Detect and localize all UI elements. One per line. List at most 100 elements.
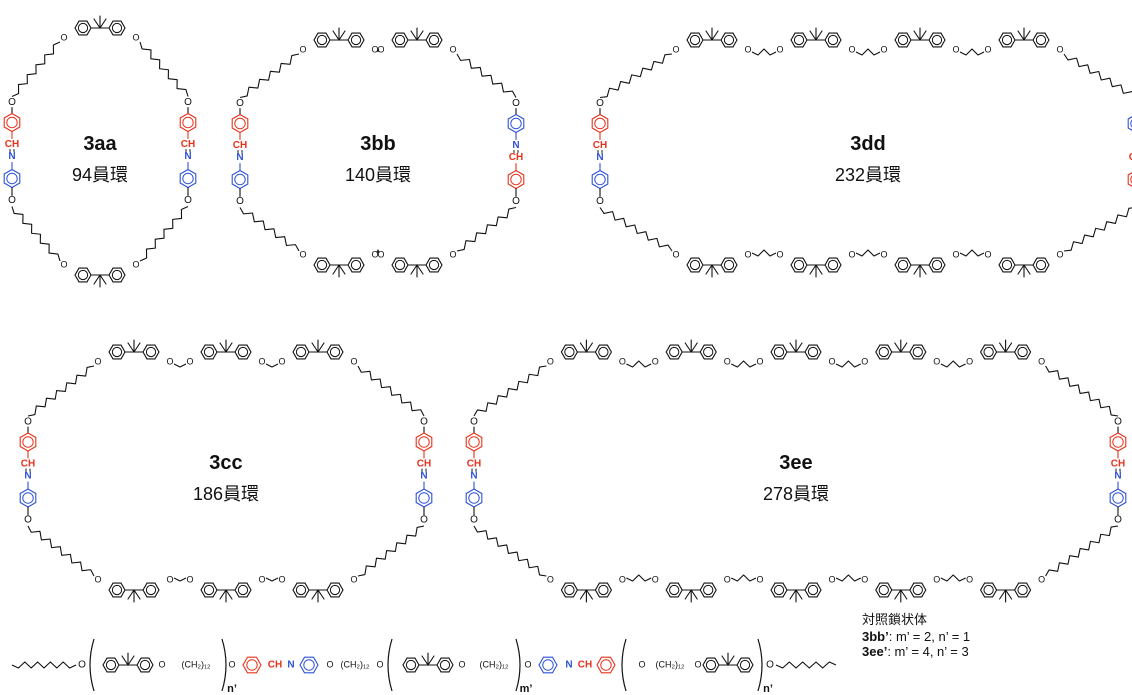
oxygen-atom: O	[166, 574, 173, 584]
benzene-ring	[538, 656, 558, 674]
benzene-ring	[402, 657, 420, 673]
oxygen-atom: O	[458, 659, 465, 669]
oxygen-atom: O	[350, 356, 357, 366]
benzene-ring	[3, 112, 21, 133]
bisphenol-a-unit	[702, 652, 754, 673]
oxygen-atom: O	[184, 97, 192, 108]
alkyl-chain	[11, 206, 61, 262]
benzene-ring	[736, 657, 754, 673]
reference-values: : m’ = 4, n’ = 3	[887, 644, 969, 659]
benzene-ring	[686, 32, 704, 48]
reference-entry-3ee: 3ee’: m’ = 4, n’ = 3	[862, 644, 970, 659]
benzene-ring	[347, 32, 365, 48]
oxygen-atom: O	[1056, 249, 1063, 259]
bisphenol-a-unit	[686, 27, 738, 48]
alkyl-chain	[1063, 207, 1132, 252]
ring-size: 278員環	[762, 484, 830, 504]
benzene-ring	[804, 344, 822, 360]
bisphenol-a-unit	[790, 257, 842, 278]
alkyl-chain	[376, 48, 380, 53]
ring-size: 186員環	[192, 484, 260, 504]
benzene-ring	[507, 113, 525, 134]
oxygen-atom: O	[470, 515, 478, 526]
bisphenol-a-unit	[102, 652, 154, 673]
bisphenol-a-unit	[402, 652, 454, 673]
imine-n: N	[512, 140, 519, 151]
oxygen-atom: O	[724, 574, 731, 584]
oxygen-atom: O	[966, 356, 973, 366]
bisphenol-a-unit	[313, 257, 365, 278]
oxygen-atom: O	[744, 44, 751, 54]
alkyl-chain	[173, 577, 187, 582]
oxygen-atom: O	[60, 259, 67, 269]
oxygen-atom: O	[952, 249, 959, 259]
alkyl-chain	[959, 48, 985, 56]
oxygen-atom: O	[596, 98, 604, 109]
alkyl-chain	[11, 41, 61, 98]
benzene-ring	[415, 488, 433, 508]
ring-size: 232員環	[834, 165, 902, 185]
alkyl-chain	[751, 48, 777, 56]
bisphenol-a-unit	[686, 257, 738, 278]
benzene-ring	[928, 32, 946, 48]
oxygen-atom: O	[619, 356, 626, 366]
benzene-ring	[74, 20, 92, 36]
bisphenol-a-unit	[998, 27, 1050, 48]
imine-ch: CH	[268, 660, 282, 671]
benzene-ring	[909, 344, 927, 360]
oxygen-atom: O	[694, 659, 701, 669]
oxygen-atom: O	[258, 574, 265, 584]
linear-reference-chain: On’ O (CH₂)₁₂ O CH N O (CH₂)₁₂ Om’ O (CH₂)₁₂ O N CH n’…	[11, 638, 837, 695]
imine-ch: CH	[417, 459, 431, 470]
bisphenol-a-unit	[894, 257, 946, 278]
benzene-ring	[108, 344, 126, 360]
alkyl-chain	[599, 53, 673, 99]
benzene-ring	[234, 582, 252, 598]
bisphenol-a-unit	[998, 257, 1050, 278]
imine-ch: CH	[467, 459, 481, 470]
benzene-ring	[326, 344, 344, 360]
benzene-ring	[824, 32, 842, 48]
macrocycle-label-3cc: 3cc 186員環	[193, 451, 259, 507]
benzene-ring	[596, 656, 616, 674]
imine-mesogen: O CHN O	[415, 417, 433, 526]
bisphenol-a-unit	[790, 27, 842, 48]
benzene-ring	[699, 344, 717, 360]
oxygen-atom: O	[512, 196, 520, 207]
compound-name: 3ee	[779, 452, 813, 474]
benzene-ring	[231, 169, 249, 190]
alkyl-chain	[265, 363, 279, 368]
oxygen-atom: O	[377, 44, 384, 54]
bisphenol-a-unit	[560, 582, 613, 603]
oxygen-atom: O	[652, 574, 659, 584]
benzene-ring	[179, 168, 197, 189]
bisphenol-a-unit	[74, 267, 126, 288]
oxygen-atom: O	[547, 356, 554, 366]
bisphenol-a-unit	[665, 582, 717, 603]
benzene-ring	[1013, 344, 1032, 360]
alkyl-chain	[11, 661, 77, 669]
methylene-chain: (CH₂)₁₂	[479, 659, 509, 669]
benzene-ring	[313, 257, 331, 273]
alkyl-chain	[730, 360, 757, 368]
benzene-ring	[142, 582, 160, 598]
benzene-ring	[998, 257, 1016, 273]
alkyl-chain	[473, 365, 547, 417]
bisphenol-a-unit	[979, 339, 1032, 360]
oxygen-atom: O	[766, 660, 774, 671]
alkyl-chain	[27, 525, 95, 577]
imine-n: N	[596, 152, 603, 163]
benzene-ring	[702, 657, 720, 673]
imine-ch: CH	[233, 140, 247, 151]
oxygen-atom: O	[828, 356, 835, 366]
imine-mesogen: O CHN O	[465, 417, 483, 526]
benzene-ring	[415, 432, 433, 452]
oxygen-atom: O	[848, 249, 855, 259]
reference-entry-3bb: 3bb’: m’ = 2, n’ = 1	[862, 629, 970, 644]
benzene-ring	[894, 257, 912, 273]
benzene-ring	[824, 257, 842, 273]
oxygen-atom: O	[933, 356, 940, 366]
compound-name: 3cc	[209, 452, 243, 474]
alkyl-chain	[376, 249, 380, 254]
